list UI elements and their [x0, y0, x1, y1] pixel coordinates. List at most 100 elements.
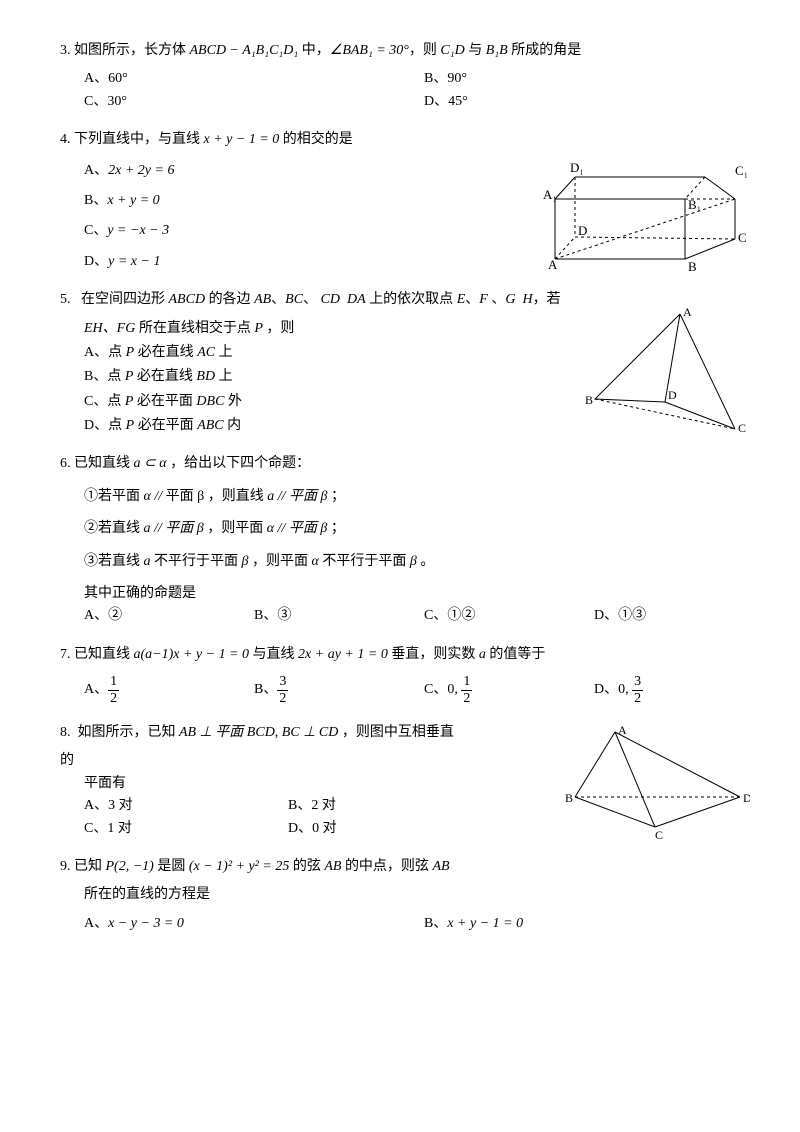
- q8-opt-c: C、1 对: [60, 818, 264, 840]
- q7c-n: 1: [461, 674, 472, 690]
- question-3: 3. 如图所示，长方体 ABCD − A₁B₁C₁D₁ 中，∠BAB₁ = 30…: [60, 40, 740, 113]
- q5a-l: A、点: [84, 345, 126, 360]
- q6-opt-a: A、②: [60, 605, 230, 627]
- q3-text-e: 所成的角是: [508, 43, 582, 58]
- q6p1m: ，则直线: [204, 489, 267, 504]
- fig-label-a: A: [548, 257, 558, 272]
- q4-c-expr: y = −x − 3: [107, 223, 169, 238]
- q6p2a: ②若直线: [84, 521, 144, 536]
- q3-opt-b: B、90°: [400, 68, 740, 90]
- q9a-e: x − y − 3 = 0: [108, 916, 184, 931]
- q7c-l: C、0,: [424, 682, 461, 697]
- q5c-l: C、点: [84, 394, 125, 409]
- q3-text-a: 如图所示，长方体: [74, 43, 190, 58]
- q3-expr-body: ABCD − A₁B₁C₁D₁: [190, 43, 299, 58]
- q6-p2: ②若直线 a // 平面 β ，则平面 α // 平面 β ；: [60, 518, 740, 540]
- q5b-l: B、点: [84, 369, 125, 384]
- q8-figure: A B C D: [560, 722, 750, 842]
- q5a-o: AC: [197, 345, 215, 360]
- q7-opt-d: D、0, 32: [570, 674, 740, 706]
- fig-label-d1: D₁: [570, 160, 584, 175]
- q6-opt-b: B、③: [230, 605, 400, 627]
- q9-text-d: 的中点，则弦: [341, 859, 432, 874]
- q5-text-a: 在空间四边形: [81, 292, 169, 307]
- q7b-l: B、: [254, 682, 277, 697]
- q7a-frac: 12: [108, 674, 119, 706]
- q7c-frac: 12: [461, 674, 472, 706]
- q6p2e2: α // 平面 β: [267, 521, 328, 536]
- q6-text-a: 已知直线: [74, 456, 134, 471]
- q9-num: 9.: [60, 859, 71, 874]
- fig-label-b: B: [688, 259, 697, 274]
- question-9: 9. 已知 P(2, −1) 是圆 (x − 1)² + y² = 25 的弦 …: [60, 856, 740, 935]
- q5-abcd: ABCD: [169, 292, 206, 307]
- q9-text-b: 是圆: [154, 859, 189, 874]
- exam-page: 3. 如图所示，长方体 ABCD − A₁B₁C₁D₁ 中，∠BAB₁ = 30…: [0, 0, 800, 991]
- question-4: D₁ C₁ A₁ B₁ D C A B 4. 下列直线中，与直线 x + y −…: [60, 129, 740, 273]
- q6-num: 6.: [60, 456, 71, 471]
- fig-label-a: A: [618, 723, 627, 737]
- q9-pt: P(2, −1): [106, 859, 154, 874]
- q6-options: A、② B、③ C、①② D、①③: [60, 605, 740, 627]
- q4-b-lbl: B、: [84, 193, 107, 208]
- question-8: A B C D 8. 如图所示，已知 AB ⊥ 平面 BCD, BC ⊥ CD …: [60, 722, 740, 840]
- q6p2m: ，则平面: [204, 521, 267, 536]
- q4-num: 4.: [60, 132, 71, 147]
- q6p1a: ①若平面: [84, 489, 144, 504]
- fig-label-b: B: [565, 791, 573, 805]
- q6p1t: ；: [328, 489, 346, 504]
- q4-d-expr: y = x − 1: [108, 254, 160, 269]
- q8-opt-a: A、3 对: [60, 795, 264, 817]
- question-6: 6. 已知直线 a ⊂ α ，给出以下四个命题： ①若平面 α // 平面 β …: [60, 453, 740, 627]
- q5d-o: ABC: [197, 418, 223, 433]
- q7-text-c: 垂直，则实数: [388, 647, 479, 662]
- q4-c-lbl: C、: [84, 223, 107, 238]
- q7d-frac: 32: [632, 674, 643, 706]
- q6p3m2: ，则平面: [248, 554, 311, 569]
- q7a-n: 1: [108, 674, 119, 690]
- q6-opt-c: C、①②: [400, 605, 570, 627]
- q5-da: DA: [347, 292, 366, 307]
- q7b-d: 2: [277, 691, 288, 706]
- q6-text-b: ，给出以下四个命题：: [167, 456, 311, 471]
- q7b-n: 3: [277, 674, 288, 690]
- q4-text-a: 下列直线中，与直线: [74, 132, 204, 147]
- q5-figure: A B C D: [580, 304, 750, 439]
- q5-line2b: 所在直线相交于点: [135, 321, 254, 336]
- q7-opt-a: A、12: [60, 674, 230, 706]
- q5-line2c: ，则: [263, 321, 295, 336]
- q3-expr-b1b: B₁B: [486, 43, 508, 58]
- q7-text-a: 已知直线: [74, 647, 134, 662]
- fig-label-c: C: [738, 421, 746, 435]
- q7c-d: 2: [461, 691, 472, 706]
- q6-p3: ③若直线 a 不平行于平面 β ，则平面 α 不平行于平面 β 。: [60, 551, 740, 573]
- q6p3al: α: [311, 554, 318, 569]
- q4-a-expr: 2x + 2y = 6: [108, 163, 174, 178]
- q3-text-b: 中，: [298, 43, 330, 58]
- q9-circle: (x − 1)² + y² = 25: [189, 859, 290, 874]
- q5-ab: AB: [254, 292, 271, 307]
- q5a-tl: 上: [215, 345, 233, 360]
- q7-text-b: 与直线: [249, 647, 298, 662]
- q6p3e1: a: [144, 554, 151, 569]
- q3-expr-c1d: C₁D: [440, 43, 464, 58]
- q5-ehfg: EH、FG: [84, 321, 135, 336]
- q5d-l: D、点: [84, 418, 126, 433]
- q7d-d: 2: [632, 691, 643, 706]
- q7-a: a: [479, 647, 486, 662]
- q5-text-b: 的各边: [205, 292, 254, 307]
- q5-h: H: [522, 292, 532, 307]
- q9-options: A、x − y − 3 = 0 B、x + y − 1 = 0: [60, 913, 740, 935]
- q3-text-d: 与: [465, 43, 486, 58]
- q9-text-a: 已知: [74, 859, 106, 874]
- q6p1e2: a // 平面 β: [267, 489, 327, 504]
- q7d-l: D、0,: [594, 682, 632, 697]
- q5b-tl: 上: [215, 369, 233, 384]
- q8-opt-d: D、0 对: [264, 818, 468, 840]
- q5a-t: 必在直线: [134, 345, 197, 360]
- q7b-frac: 32: [277, 674, 288, 706]
- q6p1b1: 平面 β: [166, 489, 205, 504]
- q5a-p: P: [126, 345, 135, 360]
- q5b-t: 必在直线: [133, 369, 196, 384]
- q9-stem: 9. 已知 P(2, −1) 是圆 (x − 1)² + y² = 25 的弦 …: [60, 856, 740, 878]
